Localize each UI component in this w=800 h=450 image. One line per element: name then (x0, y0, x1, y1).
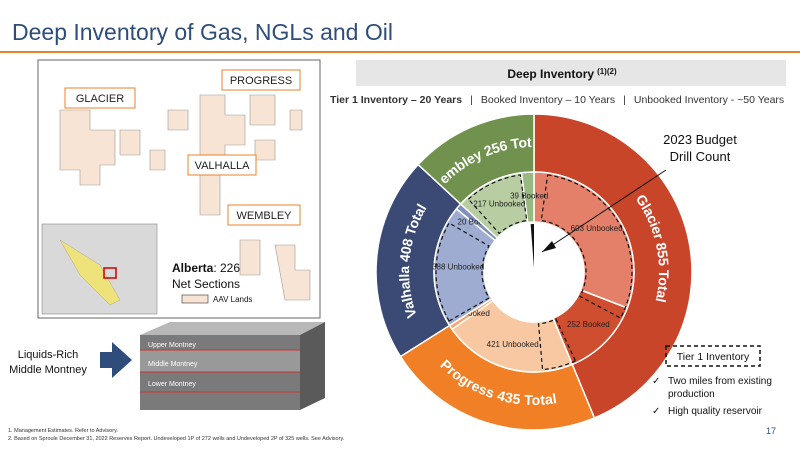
subtitle-part: Booked Inventory – 10 Years (481, 94, 615, 106)
alberta-label: Alberta (172, 261, 214, 275)
tier-box (665, 345, 761, 367)
separator: | (623, 94, 626, 106)
tier-box-label: Tier 1 Inventory (677, 351, 750, 363)
bullet: High quality reservoir (668, 406, 763, 417)
annotation-arrow (541, 169, 667, 253)
chart-title-text: Deep Inventory (507, 67, 594, 81)
check: ✓ (652, 376, 660, 387)
drill-count-wedge (530, 224, 534, 268)
alberta-text: Alberta: 226 (172, 261, 240, 275)
chart-title: Deep Inventory (1)(2) (507, 67, 617, 81)
donut-segment (520, 171, 535, 224)
subtitle-part: Tier 1 Inventory – 20 Years (330, 94, 462, 106)
annotation: 2023 Budget (663, 132, 737, 147)
bullet: Two miles from existing (668, 376, 772, 387)
block-diagram (100, 322, 325, 410)
annotation: Drill Count (670, 149, 731, 164)
block-label: Upper Montney (148, 342, 196, 349)
segment-label: 252 Booked (567, 320, 610, 329)
tier-outline (467, 174, 528, 235)
segment-label: 20 Booked (458, 217, 496, 226)
segment-label: 39 Booked (510, 191, 548, 200)
segment-label: 217 Unbooked (473, 199, 525, 208)
segment-label: 14 Booked (452, 309, 490, 318)
arrow-text: Liquids-Rich (18, 349, 79, 361)
chart-title-note: (1)(2) (597, 67, 617, 76)
page-number: 17 (766, 426, 776, 436)
block-label: Middle Montney (148, 361, 198, 368)
donut-segment (450, 299, 574, 373)
subtitle-part: Unbooked Inventory - ~50 Years (634, 94, 784, 106)
block-label: Lower Montney (148, 381, 196, 388)
separator: | (470, 94, 473, 106)
footnote: 2. Based on Sproule December 31, 2022 Re… (8, 436, 345, 442)
bullet: production (668, 389, 715, 400)
tier-outline (435, 222, 490, 322)
chart-subtitle: Tier 1 Inventory – 20 Years | Booked Inven… (330, 94, 784, 106)
map-label: PROGRESS (230, 75, 292, 87)
legend-label: AAV Lands (213, 295, 252, 304)
tier-outline (537, 318, 577, 371)
check: ✓ (652, 406, 660, 417)
arrow-text: Middle Montney (9, 364, 87, 376)
map-label: WEMBLEY (236, 210, 292, 222)
donut-segment (533, 171, 635, 309)
chart-header (356, 60, 786, 86)
map-label: GLACIER (76, 93, 124, 105)
segment-label: 603 Unbooked (571, 224, 623, 233)
alberta-count: : 226 (213, 261, 240, 275)
segment-label: 388 Unbooked (432, 263, 484, 272)
segment-label: 421 Unbooked (487, 340, 539, 349)
map-label: VALHALLA (195, 160, 250, 172)
map (37, 59, 321, 319)
slide-title: Deep Inventory of Gas, NGLs and Oil (12, 19, 393, 45)
footnote: 1. Management Estimates. Refer to Adviso… (8, 428, 118, 434)
arrow-head (542, 241, 556, 252)
alberta-text: Net Sections (172, 277, 240, 291)
